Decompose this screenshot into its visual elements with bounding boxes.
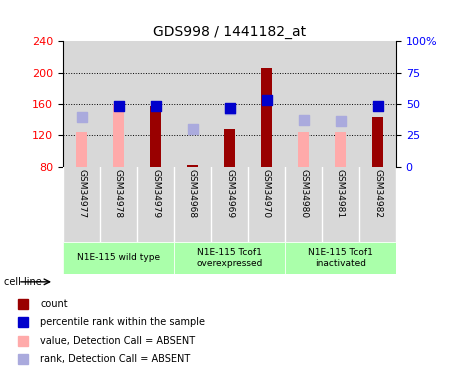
- Bar: [137, 41, 174, 167]
- Bar: [113, 104, 124, 167]
- Bar: [248, 167, 285, 242]
- Text: N1E-115 Tcof1
overexpressed: N1E-115 Tcof1 overexpressed: [196, 248, 263, 267]
- Bar: [149, 106, 162, 167]
- Bar: [372, 117, 383, 167]
- Text: GSM34969: GSM34969: [225, 169, 234, 218]
- Bar: [137, 167, 174, 242]
- Point: [300, 117, 307, 123]
- Text: GSM34970: GSM34970: [262, 169, 271, 218]
- Text: GSM34982: GSM34982: [373, 169, 382, 218]
- Point: [337, 118, 344, 124]
- Bar: [322, 41, 359, 167]
- Text: GSM34968: GSM34968: [188, 169, 197, 218]
- Text: rank, Detection Call = ABSENT: rank, Detection Call = ABSENT: [40, 354, 191, 364]
- Text: count: count: [40, 299, 68, 309]
- Bar: [63, 242, 174, 274]
- Bar: [211, 167, 248, 242]
- Text: GSM34980: GSM34980: [299, 169, 308, 218]
- Bar: [18, 317, 28, 327]
- Text: GSM34978: GSM34978: [114, 169, 123, 218]
- Point: [152, 103, 159, 109]
- Title: GDS998 / 1441182_at: GDS998 / 1441182_at: [153, 25, 306, 39]
- Bar: [174, 41, 211, 167]
- Bar: [322, 167, 359, 242]
- Bar: [285, 167, 322, 242]
- Point: [226, 105, 233, 111]
- Bar: [174, 242, 285, 274]
- Bar: [18, 336, 28, 346]
- Point: [78, 114, 85, 120]
- Point: [263, 97, 270, 103]
- Bar: [285, 41, 322, 167]
- Bar: [187, 165, 198, 167]
- Point: [374, 104, 381, 110]
- Point: [189, 126, 196, 132]
- Bar: [63, 167, 100, 242]
- Text: N1E-115 wild type: N1E-115 wild type: [77, 254, 160, 262]
- Bar: [76, 132, 86, 167]
- Bar: [359, 41, 396, 167]
- Bar: [18, 299, 28, 309]
- Bar: [261, 68, 272, 167]
- Bar: [359, 167, 396, 242]
- Bar: [174, 167, 211, 242]
- Bar: [335, 132, 346, 167]
- Text: GSM34981: GSM34981: [336, 169, 345, 218]
- Bar: [100, 167, 137, 242]
- Text: GSM34979: GSM34979: [151, 169, 160, 218]
- Point: [226, 106, 233, 112]
- Text: percentile rank within the sample: percentile rank within the sample: [40, 317, 206, 327]
- Point: [115, 103, 122, 109]
- Bar: [18, 354, 28, 364]
- Bar: [63, 41, 100, 167]
- Text: value, Detection Call = ABSENT: value, Detection Call = ABSENT: [40, 336, 196, 346]
- Bar: [224, 129, 235, 167]
- Text: cell line: cell line: [4, 277, 42, 287]
- Bar: [285, 242, 396, 274]
- Bar: [211, 41, 248, 167]
- Bar: [248, 41, 285, 167]
- Bar: [298, 132, 309, 167]
- Text: N1E-115 Tcof1
inactivated: N1E-115 Tcof1 inactivated: [308, 248, 373, 267]
- Bar: [100, 41, 137, 167]
- Text: GSM34977: GSM34977: [77, 169, 86, 218]
